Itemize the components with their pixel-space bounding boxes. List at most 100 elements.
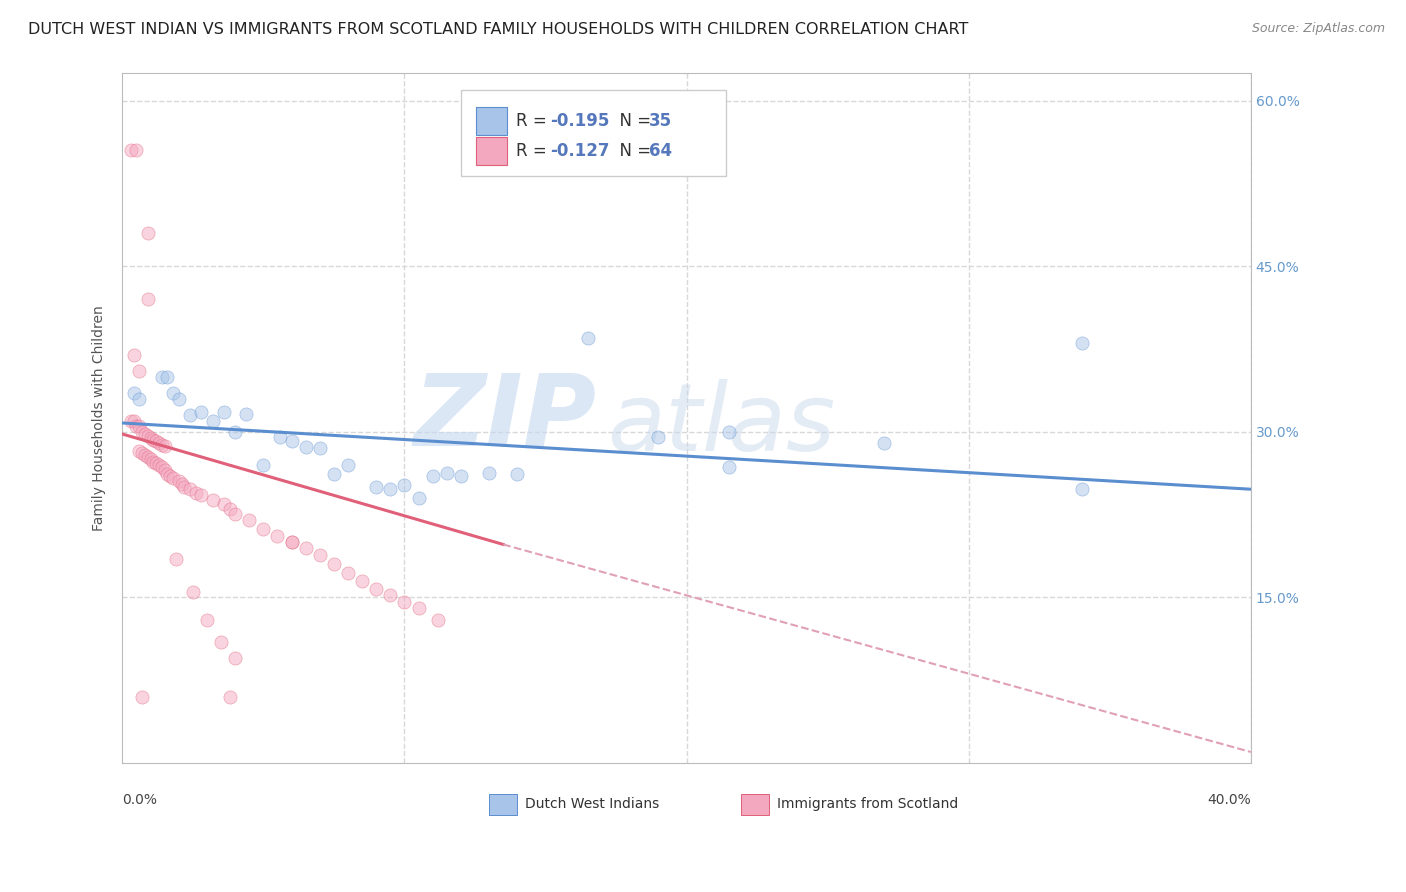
Point [120, 414, 142, 428]
Point [159, 469, 181, 483]
Point [142, 433, 165, 447]
Point [131, 446, 153, 460]
Point [717, 425, 740, 439]
Point [156, 467, 179, 481]
Point [134, 427, 156, 442]
Point [337, 566, 360, 581]
Point [280, 535, 302, 549]
Point [150, 460, 173, 475]
FancyBboxPatch shape [489, 794, 517, 814]
Point [131, 690, 153, 704]
Point [122, 347, 145, 361]
Text: 35: 35 [650, 112, 672, 130]
Y-axis label: Family Households with Children: Family Households with Children [93, 305, 107, 531]
Point [201, 414, 224, 428]
Text: Immigrants from Scotland: Immigrants from Scotland [778, 797, 957, 812]
Point [450, 469, 472, 483]
Point [322, 467, 344, 481]
Point [162, 471, 184, 485]
Point [128, 392, 150, 406]
Point [294, 440, 316, 454]
Text: 0.0%: 0.0% [122, 794, 157, 807]
Text: Dutch West Indians: Dutch West Indians [526, 797, 659, 812]
Point [1070, 336, 1092, 351]
Point [136, 429, 159, 443]
Point [280, 434, 302, 448]
FancyBboxPatch shape [461, 90, 725, 177]
Point [212, 497, 235, 511]
Point [394, 595, 416, 609]
Text: -0.195: -0.195 [550, 112, 609, 130]
Point [148, 458, 170, 472]
Point [235, 407, 257, 421]
Point [308, 549, 330, 563]
Point [179, 482, 201, 496]
Point [280, 535, 302, 549]
Text: Source: ZipAtlas.com: Source: ZipAtlas.com [1251, 22, 1385, 36]
Text: 40.0%: 40.0% [1208, 794, 1251, 807]
Point [269, 430, 291, 444]
Point [131, 425, 153, 439]
Point [181, 585, 204, 599]
Point [150, 369, 173, 384]
Point [179, 409, 201, 423]
Point [190, 488, 212, 502]
Point [139, 452, 162, 467]
Point [145, 456, 167, 470]
Point [120, 143, 142, 157]
Point [139, 432, 162, 446]
Point [380, 482, 402, 496]
Text: N =: N = [609, 142, 657, 160]
Text: R =: R = [516, 142, 553, 160]
Point [322, 558, 344, 572]
Point [125, 143, 148, 157]
FancyBboxPatch shape [741, 794, 769, 814]
Point [136, 450, 159, 465]
Point [647, 430, 669, 444]
Point [218, 502, 240, 516]
Point [145, 434, 167, 448]
Point [478, 466, 501, 480]
Point [436, 466, 458, 480]
Point [366, 480, 388, 494]
Point [1070, 482, 1092, 496]
Point [162, 386, 184, 401]
Point [142, 455, 165, 469]
Point [190, 405, 212, 419]
Point [128, 419, 150, 434]
Text: DUTCH WEST INDIAN VS IMMIGRANTS FROM SCOTLAND FAMILY HOUSEHOLDS WITH CHILDREN CO: DUTCH WEST INDIAN VS IMMIGRANTS FROM SCO… [28, 22, 969, 37]
Point [218, 690, 240, 704]
Point [366, 582, 388, 596]
Point [380, 588, 402, 602]
Point [134, 448, 156, 462]
Point [165, 551, 187, 566]
Point [224, 425, 246, 439]
Point [167, 475, 190, 489]
Point [173, 480, 195, 494]
Point [427, 613, 450, 627]
FancyBboxPatch shape [475, 107, 508, 135]
Point [148, 435, 170, 450]
Point [150, 438, 173, 452]
Point [153, 463, 176, 477]
Point [170, 476, 193, 491]
Text: atlas: atlas [607, 379, 835, 470]
Point [184, 485, 207, 500]
Point [224, 507, 246, 521]
Point [422, 469, 444, 483]
Point [352, 574, 374, 588]
Point [308, 442, 330, 456]
Point [136, 293, 159, 307]
Point [252, 458, 274, 472]
Point [408, 601, 430, 615]
Point [167, 392, 190, 406]
Point [122, 414, 145, 428]
Point [201, 493, 224, 508]
Point [408, 491, 430, 505]
Text: N =: N = [609, 112, 657, 130]
Point [128, 443, 150, 458]
Point [153, 439, 176, 453]
Point [337, 458, 360, 472]
Text: R =: R = [516, 112, 553, 130]
Point [224, 651, 246, 665]
